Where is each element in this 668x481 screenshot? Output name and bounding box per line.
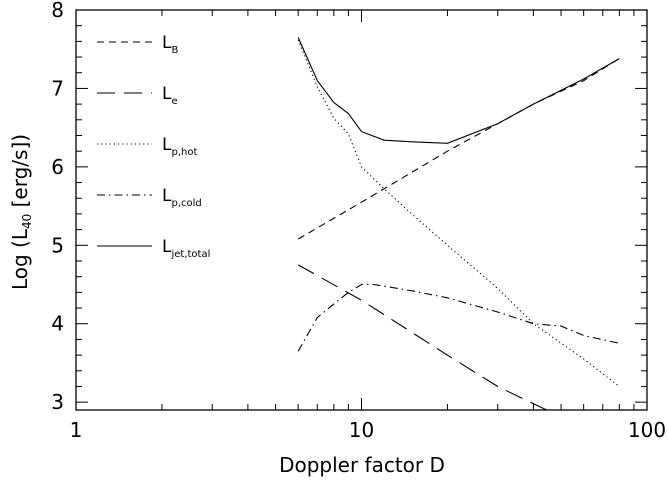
x-axis-title: Doppler factor D xyxy=(279,453,445,477)
x-tick-label: 100 xyxy=(628,418,666,442)
legend-label-Lphot: Lp,hot xyxy=(162,135,197,158)
y-tick-label: 6 xyxy=(51,155,64,179)
legend-label-sub: p,hot xyxy=(171,147,197,158)
legend-label-sub: e xyxy=(171,96,177,107)
legend-label-sub: jet,total xyxy=(170,249,210,260)
y-tick-label: 4 xyxy=(51,312,64,336)
legend-label-Ljet: Ljet,total xyxy=(162,237,210,260)
legend-label-Le: Le xyxy=(162,84,178,107)
series-Lphot-line xyxy=(297,39,620,387)
x-tick-label: 10 xyxy=(349,418,374,442)
series-Le-line xyxy=(297,264,547,411)
legend-label-main: L xyxy=(162,135,172,155)
y-axis-title-sub: 40 xyxy=(20,214,34,229)
x-tick-label: 1 xyxy=(70,418,83,442)
legend-label-sub: p,cold xyxy=(171,198,201,209)
plot-frame xyxy=(75,9,648,411)
series-layer xyxy=(297,37,620,411)
y-tick-label: 3 xyxy=(51,390,64,414)
legend-label-main: L xyxy=(162,33,172,53)
series-Lpcold-line xyxy=(297,283,620,352)
plot-axes: 1 10 100 3 4 5 6 7 8 xyxy=(51,0,666,442)
legend-label-main: L xyxy=(162,84,172,104)
legend-label-main: L xyxy=(162,237,172,257)
legend-label-main: L xyxy=(162,186,172,206)
y-tick-label: 8 xyxy=(51,0,64,22)
y-tick-label: 7 xyxy=(51,76,64,100)
legend-label-Lpcold: Lp,cold xyxy=(162,186,202,209)
y-axis-title: Log (L40 [erg/s]) xyxy=(8,134,34,290)
y-axis-title-tail: [erg/s]) xyxy=(8,134,32,214)
legend-label-LB: LB xyxy=(162,33,178,56)
y-tick-label: 5 xyxy=(51,233,64,257)
y-axis-title-main: Log (L xyxy=(8,228,32,290)
series-Ljet-line xyxy=(297,37,620,144)
legend-label-sub: B xyxy=(171,45,178,56)
